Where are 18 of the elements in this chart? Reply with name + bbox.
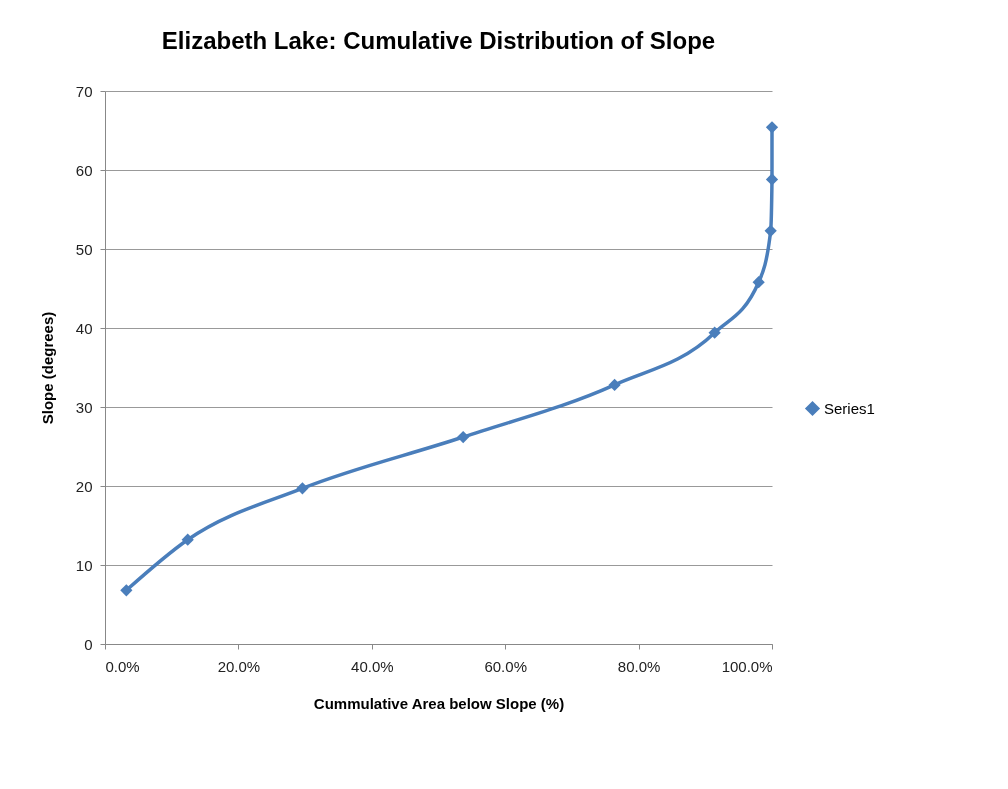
- y-tick-label: 60: [75, 161, 93, 179]
- legend-label: Series1: [824, 399, 875, 417]
- y-tick-label: 50: [75, 240, 93, 258]
- y-axis-title: Slope (degrees): [38, 311, 56, 425]
- y-tick-label: 0: [84, 635, 93, 653]
- x-tick-label: 20.0%: [217, 657, 261, 675]
- y-tick-label: 30: [75, 398, 93, 416]
- x-tick-label: 0.0%: [105, 657, 140, 675]
- chart-title: Elizabeth Lake: Cumulative Distribution of Slope: [161, 27, 716, 54]
- x-tick-label: 40.0%: [351, 657, 394, 675]
- y-tick-label: 10: [75, 556, 93, 574]
- x-tick-label: 100.0%: [721, 657, 773, 675]
- y-tick-label: 70: [75, 82, 93, 100]
- x-tick-label: 80.0%: [617, 657, 661, 675]
- y-tick-label: 40: [75, 319, 93, 337]
- x-tick-label: 60.0%: [484, 657, 527, 675]
- x-axis-title: Cummulative Area below Slope (%): [313, 694, 565, 712]
- y-tick-label: 20: [75, 477, 93, 495]
